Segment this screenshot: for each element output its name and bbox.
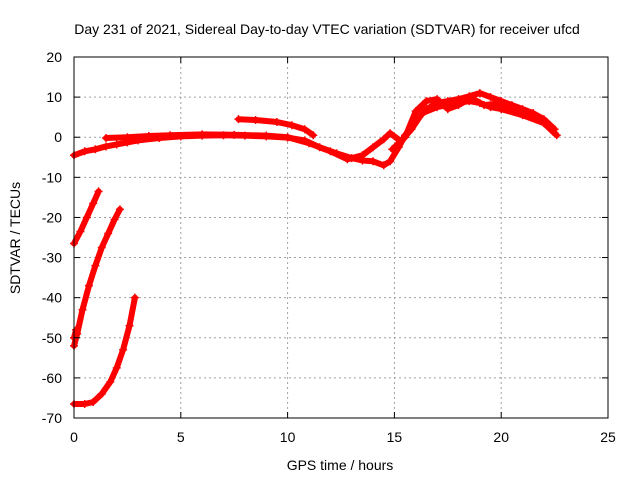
data-point-marker [454, 101, 463, 110]
y-tick-label: -30 [42, 250, 62, 266]
data-point-marker [198, 130, 207, 139]
data-point-marker [234, 115, 243, 124]
data-point-marker [467, 93, 476, 102]
data-point-marker [386, 129, 395, 138]
data-point-marker [369, 143, 378, 152]
data-point-marker [78, 305, 87, 314]
data-point-marker [125, 321, 134, 330]
data-point-marker [104, 229, 113, 238]
y-tick-labels: -70 -60 -50 -40 -30 -20 -10 0 10 20 [42, 49, 62, 426]
data-point-marker [480, 101, 489, 110]
data-point-marker [119, 345, 128, 354]
data-point-marker [287, 121, 296, 130]
data-point-marker [300, 125, 309, 134]
x-tick-label: 25 [600, 429, 616, 445]
y-tick-label: -70 [42, 410, 62, 426]
data-point-marker [475, 89, 484, 98]
data-point-marker [123, 133, 132, 142]
grid-lines [74, 57, 608, 418]
y-tick-label: -10 [42, 169, 62, 185]
x-axis-label: GPS time / hours [287, 457, 394, 473]
data-point-marker [304, 139, 313, 148]
data-point-marker [379, 135, 388, 144]
data-point-marker [91, 145, 100, 154]
data-series [70, 89, 561, 408]
data-point-marker [112, 363, 121, 372]
data-point-marker [418, 109, 427, 118]
data-point-marker [84, 281, 93, 290]
data-point-marker [497, 99, 506, 108]
data-point-marker [486, 93, 495, 102]
data-point-marker [91, 261, 100, 270]
data-point-marker [106, 377, 115, 386]
data-point-marker [110, 215, 119, 224]
data-point-marker [115, 205, 124, 214]
y-tick-label: -50 [42, 330, 62, 346]
y-tick-label: 10 [46, 89, 62, 105]
data-point-marker [72, 325, 81, 334]
data-point-marker [433, 103, 442, 112]
data-point-marker [102, 134, 111, 143]
plot-frame [73, 56, 609, 419]
data-point-marker [539, 117, 548, 126]
data-point-marker [401, 133, 410, 142]
series-track-3 [234, 115, 318, 140]
series-track-4 [388, 93, 559, 154]
series-track-1 [70, 89, 559, 170]
x-tick-label: 5 [177, 429, 185, 445]
data-point-marker [144, 132, 153, 141]
data-point-marker [443, 105, 452, 114]
x-tick-label: 15 [387, 429, 403, 445]
data-point-marker [102, 142, 111, 151]
data-point-marker [411, 107, 420, 116]
y-tick-label: -60 [42, 370, 62, 386]
data-point-marker [166, 131, 175, 140]
data-point-marker [433, 95, 442, 104]
data-point-marker [309, 131, 318, 140]
data-point-marker [80, 399, 89, 408]
x-tick-labels: 0 5 10 15 20 25 [70, 429, 616, 445]
data-point-marker [89, 199, 98, 208]
chart-title: Day 231 of 2021, Sidereal Day-to-day VTE… [74, 21, 580, 37]
data-point-marker [262, 131, 271, 140]
data-point-marker [379, 161, 388, 170]
x-tick-label: 10 [280, 429, 296, 445]
data-point-marker [358, 151, 367, 160]
data-point-marker [82, 213, 91, 222]
x-tick-label: 20 [493, 429, 509, 445]
data-point-marker [272, 117, 281, 126]
x-tick-label: 0 [70, 429, 78, 445]
axis-ticks [73, 56, 609, 419]
data-point-marker [518, 109, 527, 118]
y-tick-label: 20 [46, 49, 62, 65]
data-point-marker [386, 157, 395, 166]
data-point-marker [422, 97, 431, 106]
y-axis-label: SDTVAR / TECUs [7, 182, 23, 294]
data-point-marker [283, 133, 292, 142]
data-point-marker [326, 147, 335, 156]
data-point-marker [94, 187, 103, 196]
data-point-marker [388, 145, 397, 154]
data-point-marker [89, 397, 98, 406]
y-tick-label: -40 [42, 290, 62, 306]
data-point-marker [112, 140, 121, 149]
data-point-marker [251, 115, 260, 124]
data-point-marker [80, 147, 89, 156]
data-point-marker [369, 157, 378, 166]
y-tick-label: -20 [42, 209, 62, 225]
data-point-marker [343, 155, 352, 164]
data-point-marker [97, 243, 106, 252]
data-point-marker [550, 129, 559, 138]
data-point-marker [130, 293, 139, 302]
data-point-marker [97, 389, 106, 398]
data-point-marker [76, 227, 85, 236]
data-point-marker [230, 130, 239, 139]
y-tick-label: 0 [54, 129, 62, 145]
